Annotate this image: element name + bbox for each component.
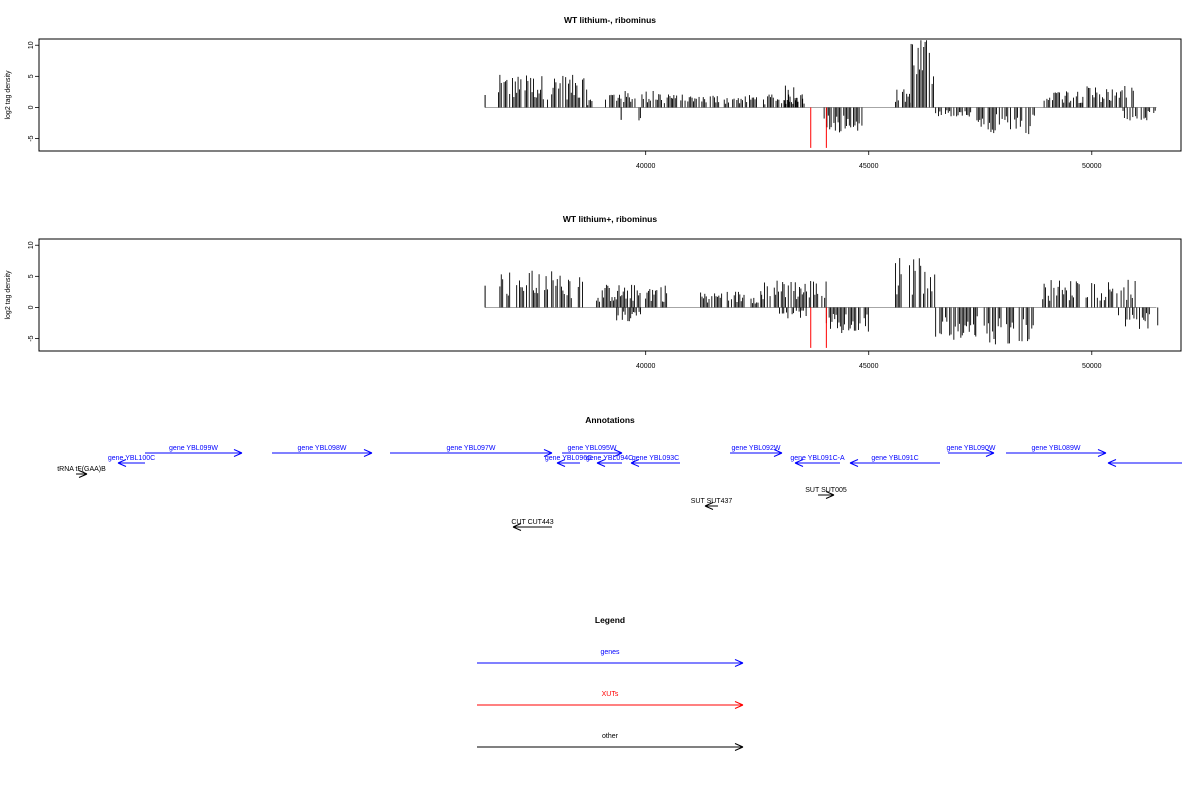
x-axis: 40000 45000 50000 bbox=[636, 351, 1102, 370]
feature-arrow bbox=[512, 523, 552, 531]
feature-label: gene YBL089W bbox=[1032, 445, 1081, 452]
density-bars bbox=[484, 40, 1156, 135]
legend-entries: genes XUTs other bbox=[477, 649, 744, 751]
track-panel-lithium-minus: WT lithium-, ribominus log2 tag density … bbox=[5, 15, 1182, 170]
xut-markers bbox=[810, 107, 827, 148]
feature-label: gene YBL100C bbox=[108, 455, 155, 462]
feature-arrow bbox=[556, 459, 580, 467]
y-tick-label: 0 bbox=[28, 105, 35, 109]
feature-arrow bbox=[272, 449, 373, 457]
feature-arrow bbox=[849, 459, 940, 467]
feature-arrow bbox=[630, 459, 680, 467]
feature-arrow bbox=[76, 470, 88, 478]
x-tick-label: 50000 bbox=[1082, 363, 1102, 370]
feature-label: gene YBL091C bbox=[871, 455, 918, 462]
feature-label: gene YBL097W bbox=[447, 445, 496, 452]
y-tick-label: 10 bbox=[28, 41, 35, 49]
feature-label: gene YBL093C bbox=[632, 455, 679, 462]
feature-arrow bbox=[948, 449, 995, 457]
y-tick-label: -5 bbox=[28, 135, 35, 141]
panel-title: WT lithium-, ribominus bbox=[564, 15, 656, 25]
legend-label: XUTs bbox=[602, 691, 619, 698]
feature-label: gene YBL094C bbox=[586, 455, 633, 462]
y-axis: -5 0 5 10 bbox=[28, 41, 39, 142]
feature-label: tRNA tF(GAA)B bbox=[57, 466, 106, 473]
x-axis: 40000 45000 50000 bbox=[636, 151, 1102, 170]
feature-arrow bbox=[818, 491, 835, 499]
legend-title: Legend bbox=[595, 615, 625, 625]
panel-title: WT lithium+, ribominus bbox=[563, 214, 657, 224]
legend-label: genes bbox=[600, 649, 620, 656]
y-axis-label: log2 tag density bbox=[5, 270, 12, 320]
feature-label: gene YBL092W bbox=[732, 445, 781, 452]
feature-label: SUT SUT437 bbox=[691, 498, 733, 505]
y-tick-label: -5 bbox=[28, 335, 35, 341]
feature-arrow bbox=[117, 459, 145, 467]
x-tick-label: 50000 bbox=[1082, 163, 1102, 170]
y-tick-label: 0 bbox=[28, 305, 35, 309]
x-tick-label: 45000 bbox=[859, 363, 879, 370]
feature-label: gene YBL098W bbox=[298, 445, 347, 452]
y-axis: -5 0 5 10 bbox=[28, 241, 39, 342]
feature-arrow bbox=[1006, 449, 1107, 457]
feature-arrow bbox=[704, 502, 718, 510]
y-axis-label: log2 tag density bbox=[5, 70, 12, 120]
annotation-features: gene YBL099W gene YBL098W gene YBL097W gene… bbox=[57, 445, 1182, 531]
y-tick-label: 5 bbox=[28, 274, 35, 278]
feature-arrow bbox=[145, 449, 243, 457]
legend-panel: Legend genes XUTs other bbox=[477, 615, 744, 751]
feature-arrow bbox=[730, 449, 783, 457]
xut-markers bbox=[810, 307, 827, 348]
y-tick-label: 5 bbox=[28, 74, 35, 78]
feature-label: CUT CUT443 bbox=[511, 519, 553, 526]
feature-label: gene YBL095W bbox=[568, 445, 617, 452]
plot-frame bbox=[38, 238, 1182, 352]
legend-arrow bbox=[477, 701, 744, 709]
annotations-panel: Annotations gene YBL099W gene YBL098W gene… bbox=[57, 415, 1182, 531]
annotations-title: Annotations bbox=[585, 415, 635, 425]
feature-label: gene YBL099W bbox=[169, 445, 218, 452]
legend-arrow bbox=[477, 743, 744, 751]
feature-arrow bbox=[562, 449, 623, 457]
feature-arrow bbox=[794, 459, 840, 467]
feature-label: gene YBL096C bbox=[545, 455, 592, 462]
feature-arrow bbox=[596, 459, 622, 467]
legend-label: other bbox=[602, 733, 619, 740]
x-tick-label: 45000 bbox=[859, 163, 879, 170]
x-tick-label: 40000 bbox=[636, 163, 656, 170]
legend-arrow bbox=[477, 659, 744, 667]
y-tick-label: 10 bbox=[28, 241, 35, 249]
track-panel-lithium-plus: WT lithium+, ribominus log2 tag density … bbox=[5, 214, 1182, 370]
feature-arrow bbox=[390, 449, 553, 457]
feature-label: gene YBL090W bbox=[947, 445, 996, 452]
density-bars bbox=[484, 258, 1159, 345]
feature-label: gene YBL091C-A bbox=[790, 455, 845, 462]
feature-label: SUT SUT005 bbox=[805, 487, 847, 494]
feature-arrow bbox=[1107, 459, 1182, 467]
plot-frame bbox=[38, 38, 1182, 152]
x-tick-label: 40000 bbox=[636, 363, 656, 370]
